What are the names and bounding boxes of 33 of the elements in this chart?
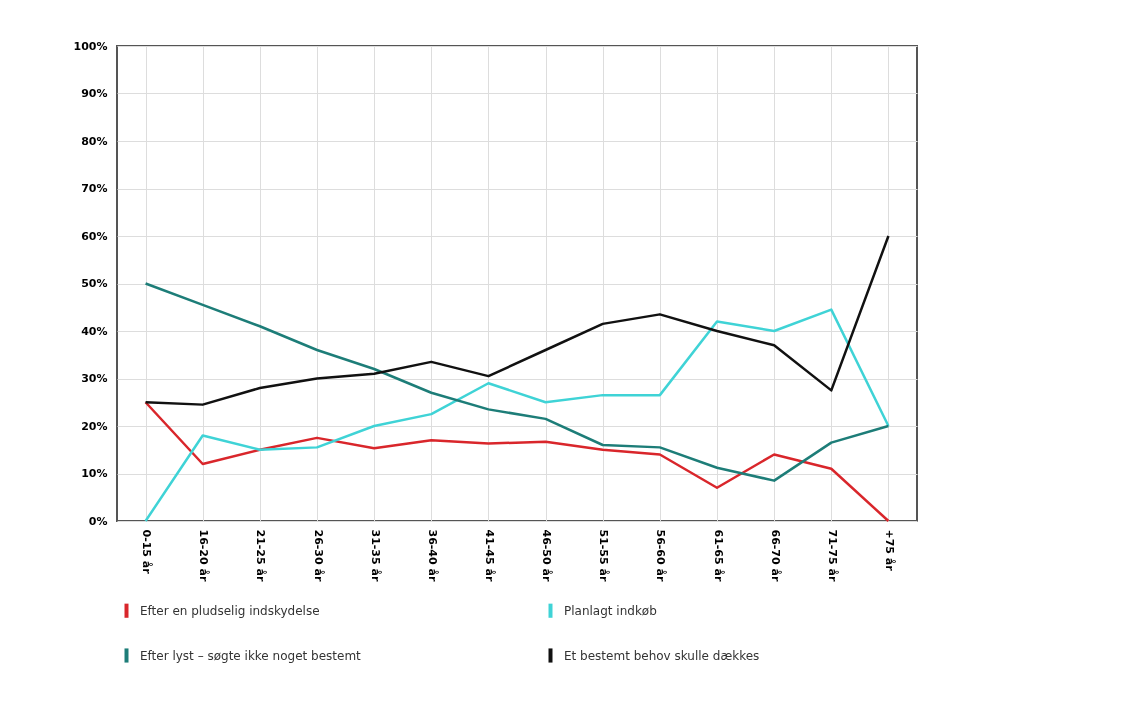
x-tick-label: 46-50 år xyxy=(540,529,554,582)
y-tick-label: 70% xyxy=(81,182,108,195)
y-tick-label: 0% xyxy=(88,514,108,528)
line-series xyxy=(144,282,890,482)
x-tick-label: 51-55 år xyxy=(597,529,611,582)
x-tick-label: 16-20 år xyxy=(197,529,211,582)
line-series xyxy=(144,401,890,523)
y-tick-label: 10% xyxy=(81,467,108,480)
x-tick-label: 61-65 år xyxy=(711,529,725,582)
legend-label: Et bestemt behov skulle dækkes xyxy=(564,648,760,663)
legend-label: Planlagt indkøb xyxy=(564,603,657,618)
x-tick-label: 26-30 år xyxy=(311,529,325,582)
y-tick-label: 80% xyxy=(81,134,108,148)
line-series xyxy=(144,308,890,523)
x-tick-label: 71-75 år xyxy=(825,529,839,582)
legend-label: Efter en pludselig indskydelse xyxy=(140,603,320,618)
y-tick-label: 50% xyxy=(81,277,108,290)
x-tick-label: 31-35 år xyxy=(368,529,382,582)
x-tick-label: 56-60 år xyxy=(654,529,668,582)
x-tick-label: +75 år xyxy=(882,529,896,572)
y-tick-label: 90% xyxy=(81,87,108,100)
y-tick-label: 40% xyxy=(81,324,108,338)
x-tick-label: 66-70 år xyxy=(768,529,782,582)
legend-label: Efter lyst – søgte ikke noget bestemt xyxy=(140,648,362,663)
line-series xyxy=(144,234,890,406)
x-tick-label: 0-15 år xyxy=(140,529,154,575)
y-tick-label: 60% xyxy=(81,229,108,243)
x-tick-label: 41-45 år xyxy=(482,529,496,582)
y-tick-label: 20% xyxy=(81,419,108,433)
x-tick-label: 36-40 år xyxy=(425,529,439,582)
y-tick-label: 30% xyxy=(81,372,108,385)
y-tick-label: 100% xyxy=(73,39,108,53)
x-tick-label: 21-25 år xyxy=(254,529,268,582)
